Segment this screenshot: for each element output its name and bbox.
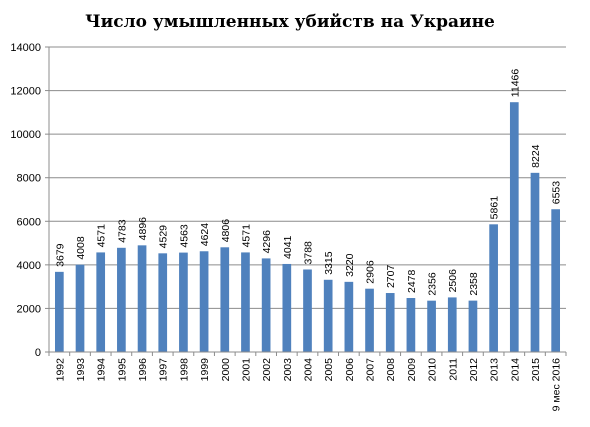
bar-2013 (489, 224, 498, 352)
bars (54, 102, 561, 352)
x-tick-label: 2001 (240, 358, 252, 382)
data-label-2009: 2478 (406, 269, 418, 293)
data-label-1992: 3679 (54, 243, 66, 267)
data-label-2015: 8224 (530, 144, 542, 168)
chart-title: Число умышленных убийств на Украине (85, 12, 495, 32)
x-tick-label: 1995 (116, 358, 128, 382)
bar-2010 (427, 300, 436, 352)
bar-1992 (54, 271, 64, 352)
data-label-2006: 3220 (344, 253, 356, 277)
x-tick-label: 2000 (220, 358, 232, 382)
x-tick-label: 1998 (178, 358, 190, 382)
data-label-1999: 4624 (199, 223, 211, 247)
bar-2002 (261, 258, 271, 352)
x-tick-label: 2011 (447, 358, 459, 381)
gridlines (49, 46, 566, 309)
y-tick-label: 8000 (17, 173, 41, 185)
data-label-1993: 4008 (75, 236, 87, 260)
data-label-2005: 3315 (323, 251, 335, 275)
data-label-2004: 3788 (303, 241, 315, 265)
bar-9 мес 2016 (551, 209, 561, 352)
data-label-1994: 4571 (96, 224, 108, 248)
data-label-1997: 4529 (158, 225, 170, 249)
data-label-2001: 4571 (240, 224, 252, 248)
bar-1995 (117, 247, 126, 352)
y-tick-label: 6000 (17, 216, 41, 228)
bar-2008 (385, 293, 395, 352)
bar-2001 (241, 252, 250, 352)
bar-2014 (509, 102, 519, 352)
y-tick-label: 10000 (10, 129, 41, 141)
y-tick-label: 14000 (10, 42, 41, 54)
bar-2015 (530, 172, 540, 352)
bar-2004 (303, 269, 312, 352)
data-label-2010: 2356 (427, 272, 439, 296)
data-label-2013: 5861 (489, 196, 501, 220)
x-tick-label: 2006 (344, 358, 356, 382)
bar-1993 (75, 264, 85, 352)
x-tick-label: 1992 (54, 358, 66, 382)
data-label-1998: 4563 (178, 224, 190, 248)
y-tick-label: 4000 (17, 260, 41, 272)
y-axis-ticks: 0 2000 4000 6000 8000 10000 12000 14000 (10, 42, 49, 359)
data-label-2012: 2358 (468, 272, 480, 296)
data-label-2000: 4806 (220, 219, 232, 243)
x-tick-label: 2009 (406, 358, 418, 382)
x-tick-label: 2005 (323, 358, 335, 382)
x-tick-label: 2004 (303, 358, 315, 382)
bar-1997 (158, 253, 168, 352)
data-label-1995: 4783 (116, 219, 128, 243)
x-tick-label: 2012 (468, 358, 480, 382)
x-tick-label: 2008 (385, 358, 397, 382)
bar-1994 (96, 252, 106, 352)
x-tick-label: 2003 (282, 358, 294, 382)
bar-1996 (137, 245, 147, 352)
x-tick-label: 2013 (489, 358, 501, 382)
x-tick-label: 2010 (427, 358, 439, 382)
bar-2000 (220, 247, 230, 352)
data-label-2011: 2506 (447, 269, 459, 293)
data-label-9 мес 2016: 6553 (551, 181, 563, 205)
y-tick-label: 2000 (17, 303, 41, 315)
data-label-2008: 2707 (385, 265, 397, 289)
data-label-2003: 4041 (282, 235, 294, 259)
y-tick-label: 0 (35, 347, 41, 359)
data-label-1996: 4896 (137, 217, 149, 241)
x-tick-label: 2002 (261, 358, 273, 382)
bar-2007 (365, 288, 374, 352)
data-label-2007: 2906 (365, 260, 377, 284)
x-tick-label: 1997 (158, 358, 170, 382)
data-label-2002: 4296 (261, 230, 273, 254)
data-labels: 3679 4008 4571 4783 4896 4529 4563 4624 4806 4571… (54, 69, 562, 296)
x-tick-label: 1994 (96, 358, 108, 382)
x-tick-label: 9 мес 2016 (551, 358, 563, 412)
x-tick-label: 2015 (530, 358, 542, 382)
bar-2009 (406, 298, 416, 352)
bar-2012 (468, 300, 478, 352)
bar-2006 (344, 281, 354, 352)
bar-2003 (282, 263, 292, 352)
x-axis-ticks: 1992 1993 1994 1995 1996 1997 1998 1999 2000 2001… (48, 352, 567, 412)
x-tick-label: 1996 (137, 358, 149, 382)
x-tick-label: 2007 (365, 358, 377, 382)
bar-1998 (179, 252, 188, 352)
bar-1999 (199, 251, 209, 352)
x-tick-label: 1999 (199, 358, 211, 382)
x-tick-label: 1993 (75, 358, 87, 382)
x-tick-label: 2014 (509, 358, 521, 382)
bar-2011 (447, 297, 457, 352)
bar-2005 (323, 279, 333, 352)
y-tick-label: 12000 (10, 86, 41, 98)
data-label-2014: 11466 (509, 69, 521, 98)
